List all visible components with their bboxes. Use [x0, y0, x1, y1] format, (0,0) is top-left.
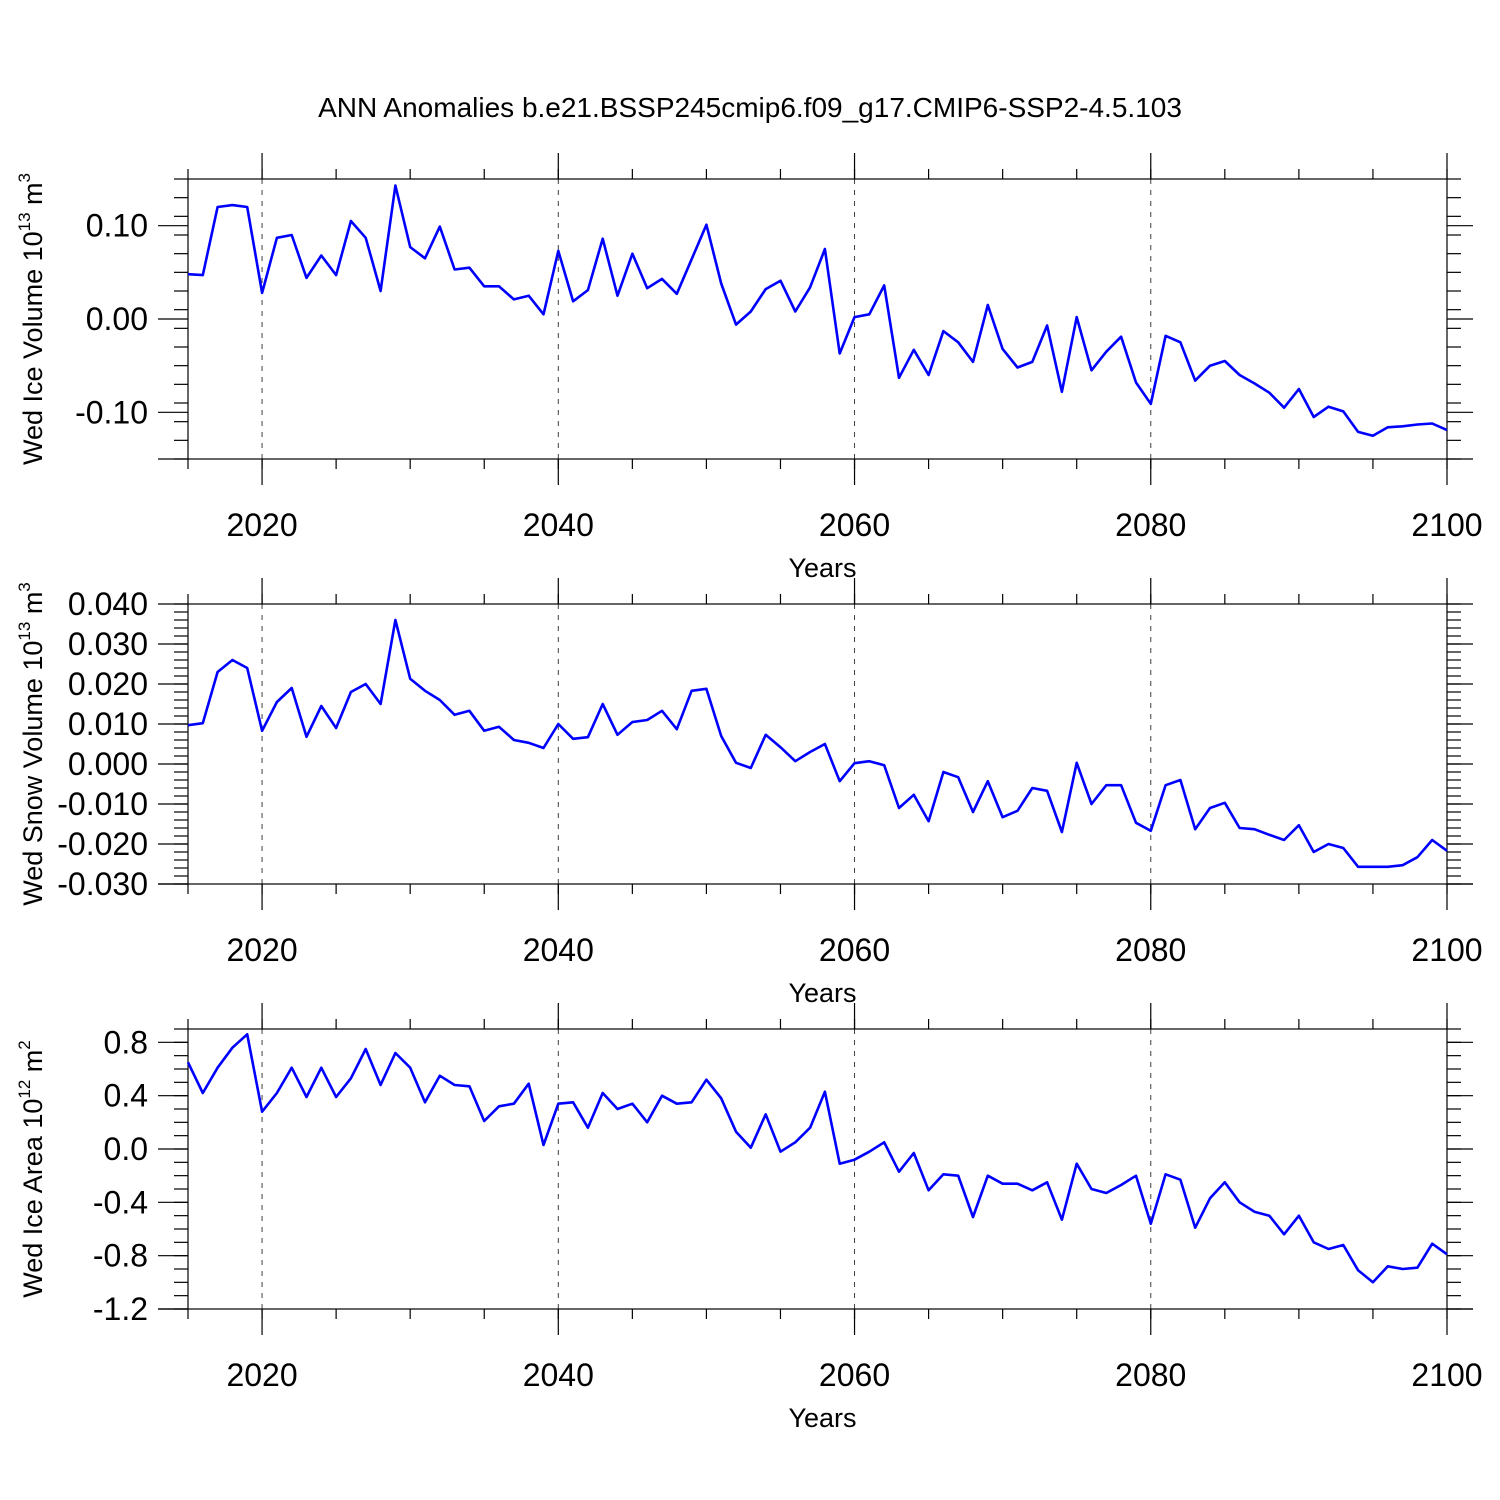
y-tick-label: -0.10 — [75, 394, 148, 430]
y-tick-label: -0.030 — [57, 866, 148, 902]
x-tick-label: 2080 — [1115, 1357, 1186, 1393]
x-tick-label: 2020 — [226, 507, 297, 543]
x-tick-label: 2020 — [226, 1357, 297, 1393]
y-tick-label: 0.4 — [104, 1078, 148, 1114]
panel-snow-volume: 2020 2040 2060 2080 2100 Years -0.030 -0.020 -0.… — [15, 578, 1483, 1008]
y-tick-label: -0.020 — [57, 826, 148, 862]
y-tick-label: 0.0 — [104, 1131, 148, 1167]
series-line-ice-volume — [187, 184, 1448, 438]
y-tick-label: 0.00 — [86, 301, 148, 337]
x-tick-label: 2020 — [226, 932, 297, 968]
y-axis-label: Wed Ice Area 1012 m2 — [15, 1040, 48, 1298]
y-tick-label: 0.000 — [68, 746, 148, 782]
y-tick-label: -0.010 — [57, 786, 148, 822]
y-tick-label: -0.8 — [93, 1238, 148, 1274]
y-tick-label: -0.4 — [93, 1184, 148, 1220]
series-line-ice-area — [186, 1033, 1448, 1284]
panel-ice-area: 2020 2040 2060 2080 2100 Years -1.2 -0.8 -0.4 0.0… — [15, 1003, 1483, 1433]
x-tick-label: 2100 — [1411, 932, 1482, 968]
panels: 2020 2040 2060 2080 2100 Years -0.10 0.00 0.10 We… — [15, 153, 1483, 1433]
x-axis-label: Years — [788, 978, 856, 1008]
x-tick-label: 2080 — [1115, 507, 1186, 543]
x-tick-label: 2080 — [1115, 932, 1186, 968]
x-tick-label: 2060 — [819, 507, 890, 543]
figure-title: ANN Anomalies b.e21.BSSP245cmip6.f09_g17… — [318, 92, 1182, 123]
x-tick-label: 2040 — [523, 1357, 594, 1393]
x-tick-label: 2100 — [1411, 1357, 1482, 1393]
x-axis-label: Years — [788, 553, 856, 583]
y-axis-label: Wed Snow Volume 1013 m3 — [15, 582, 48, 906]
y-tick-label: 0.020 — [68, 666, 148, 702]
y-axis-label: Wed Ice Volume 1013 m3 — [15, 173, 48, 465]
y-tick-label: 0.040 — [68, 586, 148, 622]
y-tick-label: 0.8 — [104, 1024, 148, 1060]
plot-frame — [187, 178, 1448, 460]
y-tick-label: -1.2 — [93, 1291, 148, 1327]
y-tick-label: 0.10 — [86, 208, 148, 244]
y-tick-label: 0.010 — [68, 706, 148, 742]
x-tick-label: 2060 — [819, 1357, 890, 1393]
x-axis-label: Years — [788, 1403, 856, 1433]
plot-frame — [187, 1028, 1448, 1310]
x-tick-label: 2100 — [1411, 507, 1482, 543]
panel-ice-volume: 2020 2040 2060 2080 2100 Years -0.10 0.00 0.10 We… — [15, 153, 1483, 583]
x-tick-label: 2060 — [819, 932, 890, 968]
x-tick-label: 2040 — [523, 932, 594, 968]
x-tick-label: 2040 — [523, 507, 594, 543]
series-line-snow-volume — [187, 618, 1448, 869]
plot-frame — [187, 603, 1448, 885]
y-tick-label: 0.030 — [68, 626, 148, 662]
